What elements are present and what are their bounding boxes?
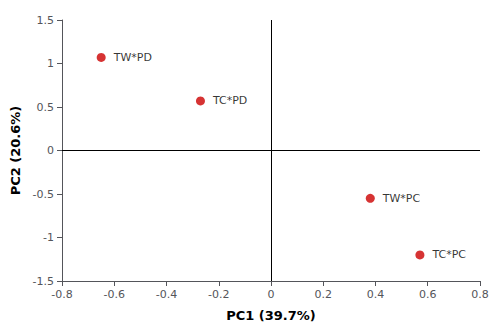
svg-text:-0.2: -0.2 bbox=[208, 288, 229, 301]
svg-text:0.4: 0.4 bbox=[367, 288, 385, 301]
svg-text:0.5: 0.5 bbox=[37, 101, 55, 114]
svg-text:0.6: 0.6 bbox=[419, 288, 437, 301]
svg-text:0.2: 0.2 bbox=[315, 288, 333, 301]
svg-text:1: 1 bbox=[47, 57, 54, 70]
svg-text:TW*PC: TW*PC bbox=[382, 192, 421, 205]
svg-text:-0.4: -0.4 bbox=[156, 288, 177, 301]
svg-text:0: 0 bbox=[47, 144, 54, 157]
svg-text:1.5: 1.5 bbox=[37, 14, 55, 27]
svg-text:PC2 (20.6%): PC2 (20.6%) bbox=[8, 106, 23, 196]
svg-text:TC*PD: TC*PD bbox=[212, 94, 247, 107]
svg-text:-0.8: -0.8 bbox=[51, 288, 72, 301]
svg-text:TC*PC: TC*PC bbox=[431, 248, 466, 261]
svg-text:-0.6: -0.6 bbox=[104, 288, 125, 301]
svg-text:TW*PD: TW*PD bbox=[113, 51, 152, 64]
svg-text:-0.5: -0.5 bbox=[33, 188, 54, 201]
svg-text:PC1 (39.7%): PC1 (39.7%) bbox=[226, 308, 316, 323]
svg-text:0: 0 bbox=[268, 288, 275, 301]
svg-text:-1: -1 bbox=[43, 231, 54, 244]
svg-text:-1.5: -1.5 bbox=[33, 275, 54, 288]
svg-text:0.8: 0.8 bbox=[471, 288, 489, 301]
